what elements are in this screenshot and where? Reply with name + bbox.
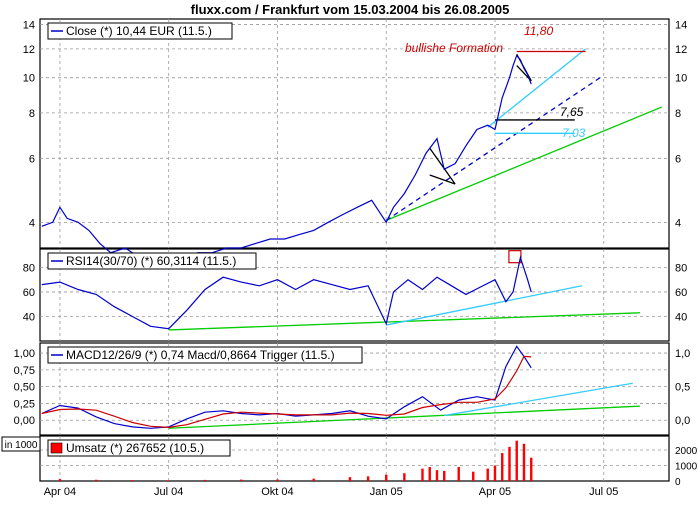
x-tick-label: Jul 04: [154, 486, 183, 498]
volume-bar: [508, 446, 511, 481]
volume-bar: [428, 467, 431, 481]
price-tick-left: 12: [23, 44, 35, 56]
volume-bar: [312, 478, 315, 481]
price-tick-right: 14: [675, 20, 687, 32]
volume-bar: [240, 479, 243, 481]
rsi-legend: RSI14(30/70) (*) 60,3114 (11.5.): [47, 252, 257, 270]
x-tick-label: Okt 04: [261, 486, 293, 498]
level-black-label: 7,65: [560, 105, 584, 119]
macd-tick-right: 1,0: [675, 348, 690, 360]
volume-bar: [403, 473, 406, 481]
price-tick-left: 14: [23, 20, 35, 32]
level-cyan-label: 7,03: [562, 126, 586, 140]
resistance-label: 11,80: [524, 24, 553, 38]
volume-bar: [443, 470, 446, 481]
price-tick-left: 10: [23, 73, 35, 85]
price-tick-right: 12: [675, 44, 687, 56]
volume-tick-right: 1000: [675, 461, 698, 472]
chart-title: fluxx.com / Frankfurt vom 15.03.2004 bis…: [191, 2, 510, 17]
price-tick-right: 8: [675, 108, 681, 120]
volume-bar: [501, 453, 504, 481]
x-tick-label: Jul 05: [589, 486, 618, 498]
price-legend: Close (*) 10,44 EUR (11.5.): [47, 22, 233, 40]
price-series-line: [41, 54, 532, 264]
x-tick-label: Jan 05: [370, 486, 403, 498]
volume-bar: [203, 479, 207, 481]
series-layer: [41, 54, 533, 481]
price-support-cyan: [487, 48, 587, 128]
volume-bar: [435, 470, 439, 481]
rsi-legend-text: RSI14(30/70) (*) 60,3114 (11.5.): [66, 254, 236, 268]
pattern-label: bullishe Formation: [405, 41, 503, 55]
volume-legend-text: Umsatz (*) 267652 (10.5.): [66, 441, 204, 455]
price-legend-text: Close (*) 10,44 EUR (11.5.): [66, 24, 212, 38]
volume-bar: [472, 471, 475, 481]
volume-tick-right: 2000: [675, 446, 698, 457]
volume-bar: [276, 479, 279, 481]
macd-legend: MACD12/26/9 (*) 0,74 Macd/0,8664 Trigger…: [47, 346, 363, 364]
tick-layer: Apr 04 Jul 04 Okt 04 Jan 05 Apr 05 Jul 05 4 4 6 6…: [14, 20, 698, 498]
macd-tick-right: 0,0: [675, 415, 690, 427]
volume-bar: [421, 468, 424, 481]
volume-bar: [522, 443, 526, 481]
rsi-series-line: [41, 255, 532, 330]
price-channel-dashed: [385, 77, 601, 221]
triangle-upper: [429, 147, 456, 185]
price-tick-left: 6: [29, 153, 35, 165]
price-tick-left: 8: [29, 108, 35, 120]
macd-tick-right: 0,5: [675, 382, 690, 394]
price-support-green: [385, 106, 662, 221]
volume-bar: [131, 480, 134, 481]
x-tick-label: Apr 05: [479, 486, 511, 498]
macd-tick-left: 0,25: [14, 398, 35, 410]
volume-bar: [348, 477, 352, 481]
volume-unit-label: in 1000: [5, 440, 38, 451]
volume-bar: [58, 479, 62, 481]
volume-bar: [530, 457, 533, 481]
rsi-peak-marker: [508, 250, 522, 264]
price-tick-right: 6: [675, 153, 681, 165]
macd-tick-left: 1,00: [14, 348, 35, 360]
rsi-tick-right: 80: [675, 262, 687, 274]
volume-unit-box: in 1000: [1, 436, 41, 452]
volume-bar: [515, 440, 518, 481]
volume-tick-right: 0: [675, 477, 681, 488]
macd-series-line: [41, 345, 532, 429]
rsi-tick-left: 40: [23, 311, 35, 323]
volume-legend-swatch: [50, 442, 63, 454]
rsi-tick-left: 80: [23, 262, 35, 274]
x-tick-label: Apr 04: [44, 486, 76, 498]
price-tick-right: 4: [675, 217, 681, 229]
volume-bar: [366, 476, 370, 481]
rsi-support-cyan: [386, 285, 583, 326]
price-tick-right: 10: [675, 73, 687, 85]
volume-legend: Umsatz (*) 267652 (10.5.): [47, 439, 231, 457]
volume-bar: [385, 474, 388, 481]
macd-tick-left: 0,50: [14, 382, 35, 394]
volume-bar: [493, 465, 497, 481]
volume-bar: [94, 479, 98, 481]
macd-legend-text: MACD12/26/9 (*) 0,74 Macd/0,8664 Trigger…: [66, 348, 335, 362]
rsi-tick-right: 40: [675, 311, 687, 323]
rsi-tick-right: 60: [675, 287, 687, 299]
volume-bar: [167, 480, 170, 481]
rsi-tick-left: 60: [23, 287, 35, 299]
triangle-lower: [429, 174, 456, 185]
volume-bar: [457, 467, 460, 481]
macd-tick-left: 0,75: [14, 365, 35, 377]
macd-trigger-line: [41, 355, 532, 429]
volume-bar: [486, 468, 489, 481]
macd-support-cyan: [444, 382, 633, 417]
macd-tick-left: 0,00: [14, 415, 35, 427]
macd-support-green: [168, 405, 641, 429]
price-tick-left: 4: [29, 217, 35, 229]
